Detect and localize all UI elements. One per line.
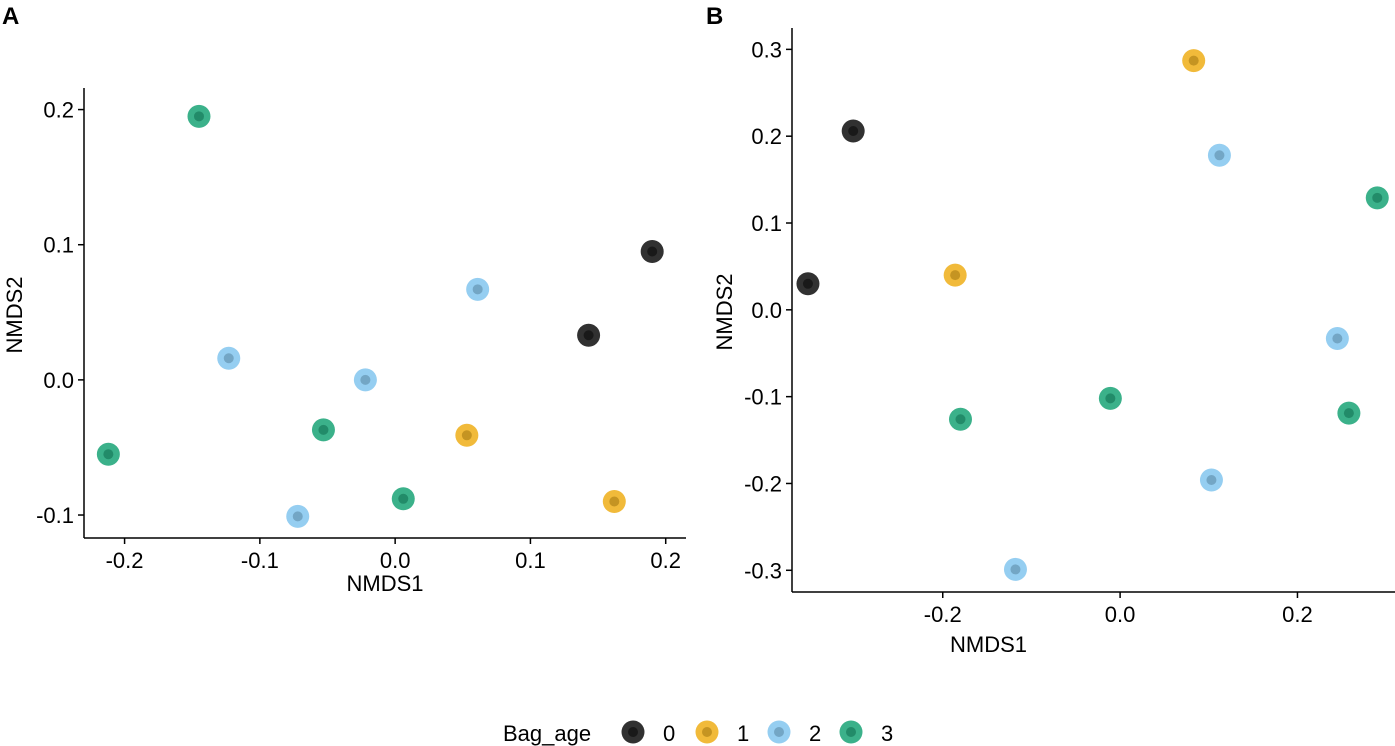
data-point-group-1-inner xyxy=(950,270,961,281)
data-point-group-2 xyxy=(1003,557,1027,581)
data-point-group-3-inner xyxy=(955,414,966,425)
data-point-group-2-inner xyxy=(472,284,483,295)
legend-key-group-3 xyxy=(839,720,863,744)
x-tick-label: 0.1 xyxy=(515,548,546,573)
data-point-group-1 xyxy=(602,490,626,514)
data-point-group-1 xyxy=(455,423,479,447)
data-point-group-1 xyxy=(1182,49,1206,73)
data-point-group-2-inner xyxy=(292,511,303,522)
legend: Bag_age 0 1 2 3 xyxy=(503,720,893,746)
data-point-group-3-inner xyxy=(1343,408,1354,419)
x-tick-label: -0.1 xyxy=(241,548,279,573)
panel-label-b: B xyxy=(706,3,723,30)
data-point-group-3-inner xyxy=(1105,393,1116,404)
y-tick-label: -0.2 xyxy=(744,471,782,496)
data-point-group-3 xyxy=(187,104,211,128)
y-tick-label: 0.2 xyxy=(751,124,782,149)
data-point-group-3 xyxy=(1098,386,1122,410)
x-tick-label: 0.0 xyxy=(1105,602,1136,627)
data-point-group-2 xyxy=(217,346,241,370)
y-tick-label: -0.1 xyxy=(36,503,74,528)
legend-label-2: 2 xyxy=(809,721,821,746)
data-point-group-3 xyxy=(391,487,415,511)
data-point-group-2 xyxy=(1199,468,1223,492)
y-axis-title: NMDS2 xyxy=(712,273,737,350)
legend-label-3: 3 xyxy=(881,721,893,746)
x-tick-label: -0.2 xyxy=(924,602,962,627)
legend-key-group-1 xyxy=(695,720,719,744)
y-tick-label: 0.0 xyxy=(43,368,74,393)
data-point-group-3 xyxy=(1337,401,1361,425)
y-tick-label: 0.2 xyxy=(43,98,74,123)
data-point-group-0 xyxy=(841,119,865,143)
legend-label-0: 0 xyxy=(663,721,675,746)
y-tick-label: 0.0 xyxy=(751,298,782,323)
data-point-group-0 xyxy=(577,323,601,347)
x-axis-title: NMDS1 xyxy=(950,632,1027,657)
data-point-group-2 xyxy=(353,368,377,392)
panel-label-a: A xyxy=(2,3,19,30)
data-point-group-0 xyxy=(640,239,664,263)
data-point-group-3-inner xyxy=(193,111,204,122)
data-point-group-3 xyxy=(96,442,120,466)
legend-label-1: 1 xyxy=(737,721,749,746)
legend-key-group-2 xyxy=(767,720,791,744)
y-tick-label: -0.3 xyxy=(744,558,782,583)
data-point-group-1-inner xyxy=(1188,55,1199,66)
data-point-group-3 xyxy=(1365,186,1389,210)
panel-a-nmds-plot: A -0.2 -0.1 0.0 0.1 0.2 -0.1 0.0 0.1 0.2 NMDS1 NMDS… xyxy=(2,3,686,596)
data-point-group-2-inner xyxy=(360,374,371,385)
y-axis-title: NMDS2 xyxy=(2,276,27,353)
x-tick-label: 0.0 xyxy=(380,548,411,573)
data-point-group-1 xyxy=(943,263,967,287)
data-point-group-1-inner xyxy=(609,496,620,507)
data-point-group-1-inner xyxy=(461,430,472,441)
panel-b-nmds-plot: B -0.2 0.0 0.2 -0.3 -0.2 -0.1 0.0 0.1 0.2 0.3 NMDS1… xyxy=(706,3,1395,657)
data-point-group-2 xyxy=(1207,143,1231,167)
data-point-group-0 xyxy=(796,272,820,296)
x-tick-label: -0.2 xyxy=(106,548,144,573)
data-point-group-3 xyxy=(948,407,972,431)
y-tick-label: 0.1 xyxy=(751,211,782,236)
y-tick-label: 0.1 xyxy=(43,233,74,258)
legend-key-group-1-inner xyxy=(702,727,712,737)
data-point-group-2-inner xyxy=(1332,333,1343,344)
data-point-group-2 xyxy=(286,504,310,528)
y-tick-label: 0.3 xyxy=(751,37,782,62)
y-tick-label: -0.1 xyxy=(744,385,782,410)
x-tick-label: 0.2 xyxy=(650,548,681,573)
data-point-group-2-inner xyxy=(1206,475,1217,485)
data-point-group-2-inner xyxy=(1214,150,1225,161)
data-point-group-3-inner xyxy=(398,493,409,504)
data-point-group-3-inner xyxy=(103,449,114,460)
data-point-group-2 xyxy=(1325,326,1349,350)
data-point-group-2-inner xyxy=(223,353,234,364)
data-point-group-0-inner xyxy=(583,330,594,341)
data-point-group-3-inner xyxy=(1372,192,1383,203)
legend-key-group-0-inner xyxy=(628,727,638,737)
data-point-group-0-inner xyxy=(848,125,859,136)
data-point-group-3-inner xyxy=(318,424,329,435)
data-point-group-2 xyxy=(466,277,490,301)
legend-key-group-0 xyxy=(621,720,645,744)
x-tick-label: 0.2 xyxy=(1282,602,1313,627)
data-point-group-3 xyxy=(311,418,335,442)
data-point-group-2-inner xyxy=(1010,564,1021,575)
legend-key-group-3-inner xyxy=(846,727,856,737)
data-point-group-0-inner xyxy=(802,278,813,289)
data-point-group-0-inner xyxy=(647,246,658,257)
x-axis-title: NMDS1 xyxy=(346,571,423,596)
legend-title: Bag_age xyxy=(503,721,591,746)
legend-key-group-2-inner xyxy=(774,727,784,737)
